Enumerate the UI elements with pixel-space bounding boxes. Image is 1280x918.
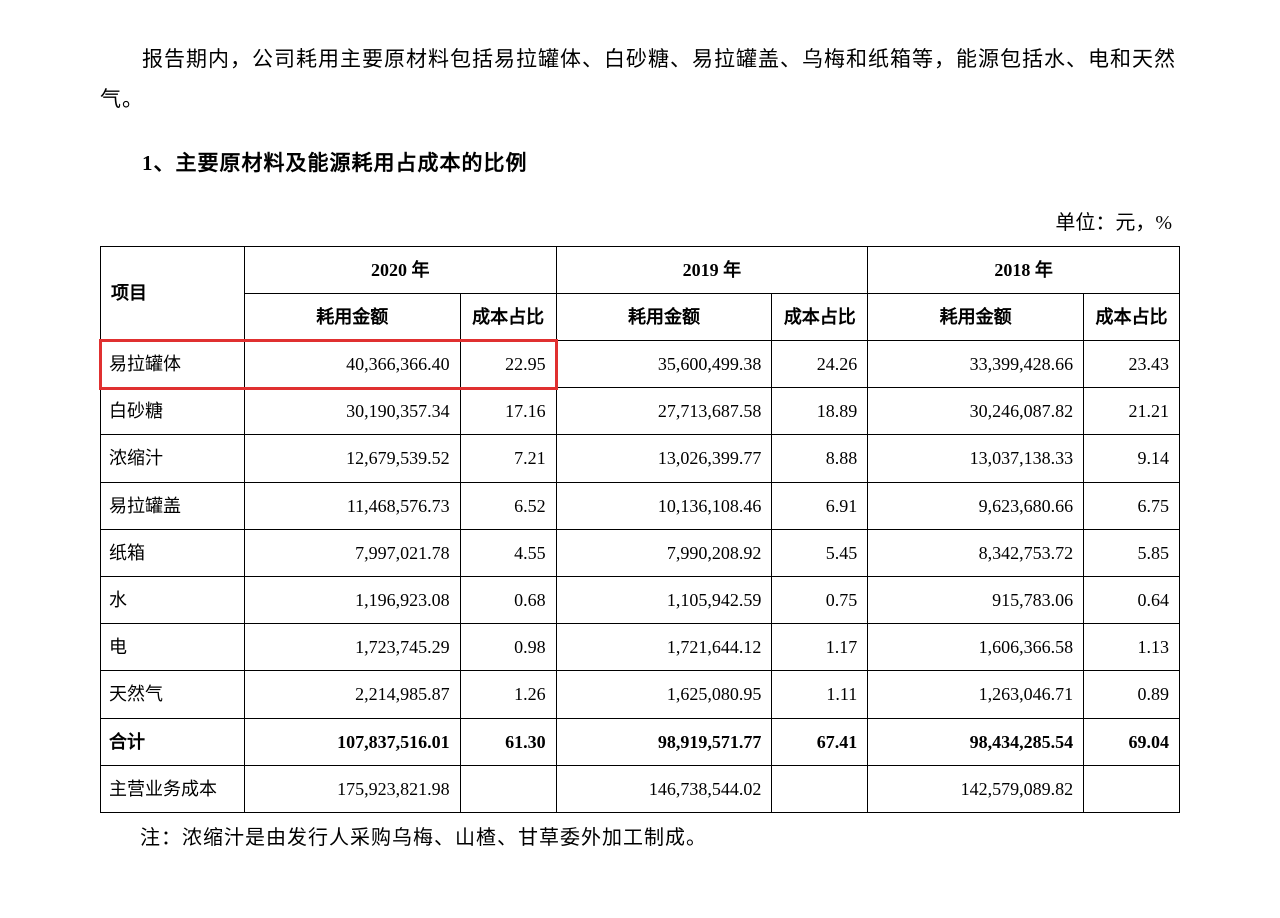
table-cell: 22.95 bbox=[460, 341, 556, 388]
table-cell: 5.45 bbox=[772, 529, 868, 576]
table-cell: 0.68 bbox=[460, 576, 556, 623]
table-cell: 7,997,021.78 bbox=[244, 529, 460, 576]
table-cell: 915,783.06 bbox=[868, 576, 1084, 623]
table-cell: 1.17 bbox=[772, 624, 868, 671]
table-cell: 1,105,942.59 bbox=[556, 576, 772, 623]
table-cell: 白砂糖 bbox=[101, 388, 245, 435]
table-cell: 69.04 bbox=[1084, 718, 1180, 765]
header-year-2020: 2020 年 bbox=[244, 246, 556, 293]
table-cell: 98,919,571.77 bbox=[556, 718, 772, 765]
table-cell: 浓缩汁 bbox=[101, 435, 245, 482]
header-year-2018: 2018 年 bbox=[868, 246, 1180, 293]
table-cell: 1,723,745.29 bbox=[244, 624, 460, 671]
table-cell: 21.21 bbox=[1084, 388, 1180, 435]
table-row: 浓缩汁12,679,539.527.2113,026,399.778.8813,… bbox=[101, 435, 1180, 482]
table-cell: 1.11 bbox=[772, 671, 868, 718]
table-cell: 纸箱 bbox=[101, 529, 245, 576]
table-row: 天然气2,214,985.871.261,625,080.951.111,263… bbox=[101, 671, 1180, 718]
table-cell bbox=[1084, 765, 1180, 812]
table-row: 水1,196,923.080.681,105,942.590.75915,783… bbox=[101, 576, 1180, 623]
table-cell: 17.16 bbox=[460, 388, 556, 435]
table-cell: 易拉罐体 bbox=[101, 341, 245, 388]
table-cell: 61.30 bbox=[460, 718, 556, 765]
table-cell: 0.89 bbox=[1084, 671, 1180, 718]
intro-paragraph: 报告期内，公司耗用主要原材料包括易拉罐体、白砂糖、易拉罐盖、乌梅和纸箱等，能源包… bbox=[100, 40, 1180, 120]
table-cell: 1,606,366.58 bbox=[868, 624, 1084, 671]
table-cell bbox=[460, 765, 556, 812]
table-cell: 0.75 bbox=[772, 576, 868, 623]
table-cell: 98,434,285.54 bbox=[868, 718, 1084, 765]
table-cell: 40,366,366.40 bbox=[244, 341, 460, 388]
table-cell: 9,623,680.66 bbox=[868, 482, 1084, 529]
table-row: 主营业务成本175,923,821.98 146,738,544.02 142,57… bbox=[101, 765, 1180, 812]
header-amount-2019: 耗用金额 bbox=[556, 293, 772, 340]
table-row: 纸箱7,997,021.784.557,990,208.925.458,342,… bbox=[101, 529, 1180, 576]
table-cell: 13,037,138.33 bbox=[868, 435, 1084, 482]
table-cell: 8.88 bbox=[772, 435, 868, 482]
header-amount-2020: 耗用金额 bbox=[244, 293, 460, 340]
header-year-2019: 2019 年 bbox=[556, 246, 868, 293]
table-cell: 1,196,923.08 bbox=[244, 576, 460, 623]
table-cell bbox=[772, 765, 868, 812]
table-cell: 35,600,499.38 bbox=[556, 341, 772, 388]
table-cell: 7.21 bbox=[460, 435, 556, 482]
header-amount-2018: 耗用金额 bbox=[868, 293, 1084, 340]
table-cell: 4.55 bbox=[460, 529, 556, 576]
table-row: 易拉罐体40,366,366.4022.9535,600,499.3824.26… bbox=[101, 341, 1180, 388]
table-cell: 6.75 bbox=[1084, 482, 1180, 529]
table-cell: 67.41 bbox=[772, 718, 868, 765]
table-row: 白砂糖30,190,357.3417.1627,713,687.5818.893… bbox=[101, 388, 1180, 435]
table-cell: 主营业务成本 bbox=[101, 765, 245, 812]
table-cell: 33,399,428.66 bbox=[868, 341, 1084, 388]
table-cell: 10,136,108.46 bbox=[556, 482, 772, 529]
table-cell: 11,468,576.73 bbox=[244, 482, 460, 529]
table-cell: 142,579,089.82 bbox=[868, 765, 1084, 812]
table-cell: 23.43 bbox=[1084, 341, 1180, 388]
table-cell: 易拉罐盖 bbox=[101, 482, 245, 529]
footnote: 注：浓缩汁是由发行人采购乌梅、山楂、甘草委外加工制成。 bbox=[100, 819, 1180, 857]
table-row: 电1,723,745.290.981,721,644.121.171,606,3… bbox=[101, 624, 1180, 671]
table-cell: 6.52 bbox=[460, 482, 556, 529]
table-cell: 30,190,357.34 bbox=[244, 388, 460, 435]
table-cell: 0.64 bbox=[1084, 576, 1180, 623]
table-cell: 30,246,087.82 bbox=[868, 388, 1084, 435]
table-cell: 7,990,208.92 bbox=[556, 529, 772, 576]
table-cell: 146,738,544.02 bbox=[556, 765, 772, 812]
table-cell: 27,713,687.58 bbox=[556, 388, 772, 435]
header-ratio-2019: 成本占比 bbox=[772, 293, 868, 340]
cost-table: 项目 2020 年 2019 年 2018 年 耗用金额 成本占比 耗用金额 成… bbox=[100, 246, 1180, 813]
table-cell: 8,342,753.72 bbox=[868, 529, 1084, 576]
table-cell: 1.13 bbox=[1084, 624, 1180, 671]
table-row: 合计107,837,516.0161.3098,919,571.7767.419… bbox=[101, 718, 1180, 765]
table-cell: 1,263,046.71 bbox=[868, 671, 1084, 718]
header-item: 项目 bbox=[101, 246, 245, 340]
table-cell: 合计 bbox=[101, 718, 245, 765]
table-cell: 13,026,399.77 bbox=[556, 435, 772, 482]
table-cell: 1.26 bbox=[460, 671, 556, 718]
table-cell: 1,625,080.95 bbox=[556, 671, 772, 718]
table-cell: 0.98 bbox=[460, 624, 556, 671]
section-title: 1、主要原材料及能源耗用占成本的比例 bbox=[100, 144, 1180, 184]
unit-label: 单位：元，% bbox=[100, 204, 1180, 242]
table-cell: 1,721,644.12 bbox=[556, 624, 772, 671]
table-cell: 107,837,516.01 bbox=[244, 718, 460, 765]
table-row: 易拉罐盖11,468,576.736.5210,136,108.466.919,… bbox=[101, 482, 1180, 529]
table-cell: 175,923,821.98 bbox=[244, 765, 460, 812]
table-cell: 天然气 bbox=[101, 671, 245, 718]
table-cell: 18.89 bbox=[772, 388, 868, 435]
table-cell: 电 bbox=[101, 624, 245, 671]
header-ratio-2020: 成本占比 bbox=[460, 293, 556, 340]
table-cell: 24.26 bbox=[772, 341, 868, 388]
table-cell: 5.85 bbox=[1084, 529, 1180, 576]
table-cell: 9.14 bbox=[1084, 435, 1180, 482]
table-cell: 12,679,539.52 bbox=[244, 435, 460, 482]
header-ratio-2018: 成本占比 bbox=[1084, 293, 1180, 340]
table-container: 项目 2020 年 2019 年 2018 年 耗用金额 成本占比 耗用金额 成… bbox=[100, 246, 1180, 813]
table-cell: 2,214,985.87 bbox=[244, 671, 460, 718]
table-cell: 水 bbox=[101, 576, 245, 623]
table-cell: 6.91 bbox=[772, 482, 868, 529]
